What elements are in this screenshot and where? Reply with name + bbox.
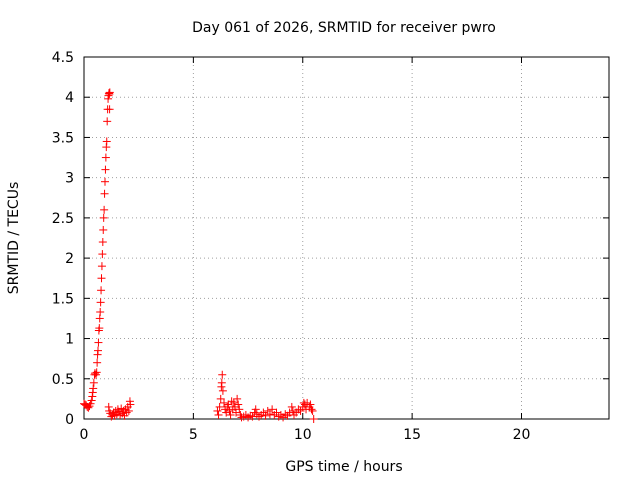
data-point (99, 213, 108, 222)
data-point (89, 384, 98, 393)
data-point (95, 324, 104, 333)
data-point (216, 394, 225, 403)
data-point (213, 406, 222, 415)
y-tick-label: 0.5 (52, 372, 74, 388)
data-point (217, 378, 226, 387)
y-tick-label: 0 (65, 412, 74, 428)
y-tick-label: 1 (65, 332, 74, 348)
data-point (224, 400, 233, 409)
x-tick-label: 10 (294, 427, 312, 443)
data-point (296, 406, 305, 415)
grid-lines (84, 57, 609, 419)
data-point (234, 400, 243, 409)
data-point (93, 358, 102, 367)
data-point (306, 400, 315, 409)
data-point (98, 250, 107, 259)
y-tick-label: 4.5 (52, 50, 74, 66)
plot-frame (83, 56, 610, 420)
data-point (308, 406, 317, 415)
data-point (215, 402, 224, 411)
data-point (251, 405, 260, 414)
data-point (100, 189, 109, 198)
data-point (101, 177, 109, 186)
data-point (102, 137, 111, 146)
data-point (96, 298, 105, 307)
data-point (124, 406, 133, 415)
data-point (233, 394, 242, 403)
y-tick-label: 2 (65, 251, 74, 267)
data-point (214, 410, 223, 419)
data-points (80, 88, 318, 423)
y-tick-label: 3.5 (52, 130, 74, 146)
y-axis-label: SRMTID / TECUs (6, 182, 22, 295)
data-point (220, 398, 228, 407)
data-point (303, 398, 312, 407)
data-point (261, 411, 270, 420)
y-tick-label: 2.5 (52, 211, 74, 227)
data-point (229, 398, 238, 407)
data-point (96, 308, 105, 317)
data-point (265, 410, 274, 419)
data-point (309, 415, 318, 423)
y-tick-label: 1.5 (52, 291, 74, 307)
chart-title: Day 061 of 2026, SRMTID for receiver pwr… (192, 20, 496, 36)
data-point (225, 406, 234, 415)
data-point (101, 165, 110, 174)
data-point (307, 405, 316, 414)
data-point (222, 408, 231, 417)
data-point (287, 402, 296, 411)
data-point (272, 408, 281, 417)
data-point (97, 274, 106, 283)
data-point (218, 386, 227, 395)
data-point (86, 399, 95, 408)
data-point (94, 338, 103, 347)
data-point (232, 408, 241, 417)
data-point (92, 368, 101, 377)
data-point (99, 225, 108, 234)
data-point (94, 346, 102, 355)
y-tick-label: 4 (65, 90, 74, 106)
data-point (126, 400, 135, 409)
data-point (89, 378, 98, 387)
axis-ticks: 0 5 10 15 20 0 0.5 1 1.5 2 2.5 3 3.5 4 4.5 (52, 50, 609, 443)
data-point (97, 262, 106, 271)
data-point (97, 286, 106, 295)
data-point (105, 105, 114, 114)
data-point (90, 369, 99, 378)
data-point (107, 412, 116, 421)
data-point (235, 405, 244, 414)
x-tick-label: 20 (513, 427, 531, 443)
data-point (101, 153, 110, 162)
data-point (100, 205, 109, 214)
data-point (84, 403, 93, 412)
data-point (218, 370, 227, 379)
x-tick-label: 0 (80, 427, 89, 443)
data-point (98, 238, 107, 247)
x-tick-label: 15 (403, 427, 421, 443)
x-tick-label: 5 (189, 427, 198, 443)
data-point (226, 410, 235, 419)
data-point (105, 88, 114, 97)
data-point (87, 396, 96, 405)
x-axis-label: GPS time / hours (285, 459, 402, 475)
data-point (268, 405, 277, 414)
data-point (103, 117, 112, 126)
data-point (288, 406, 297, 415)
y-tick-label: 3 (65, 171, 74, 187)
